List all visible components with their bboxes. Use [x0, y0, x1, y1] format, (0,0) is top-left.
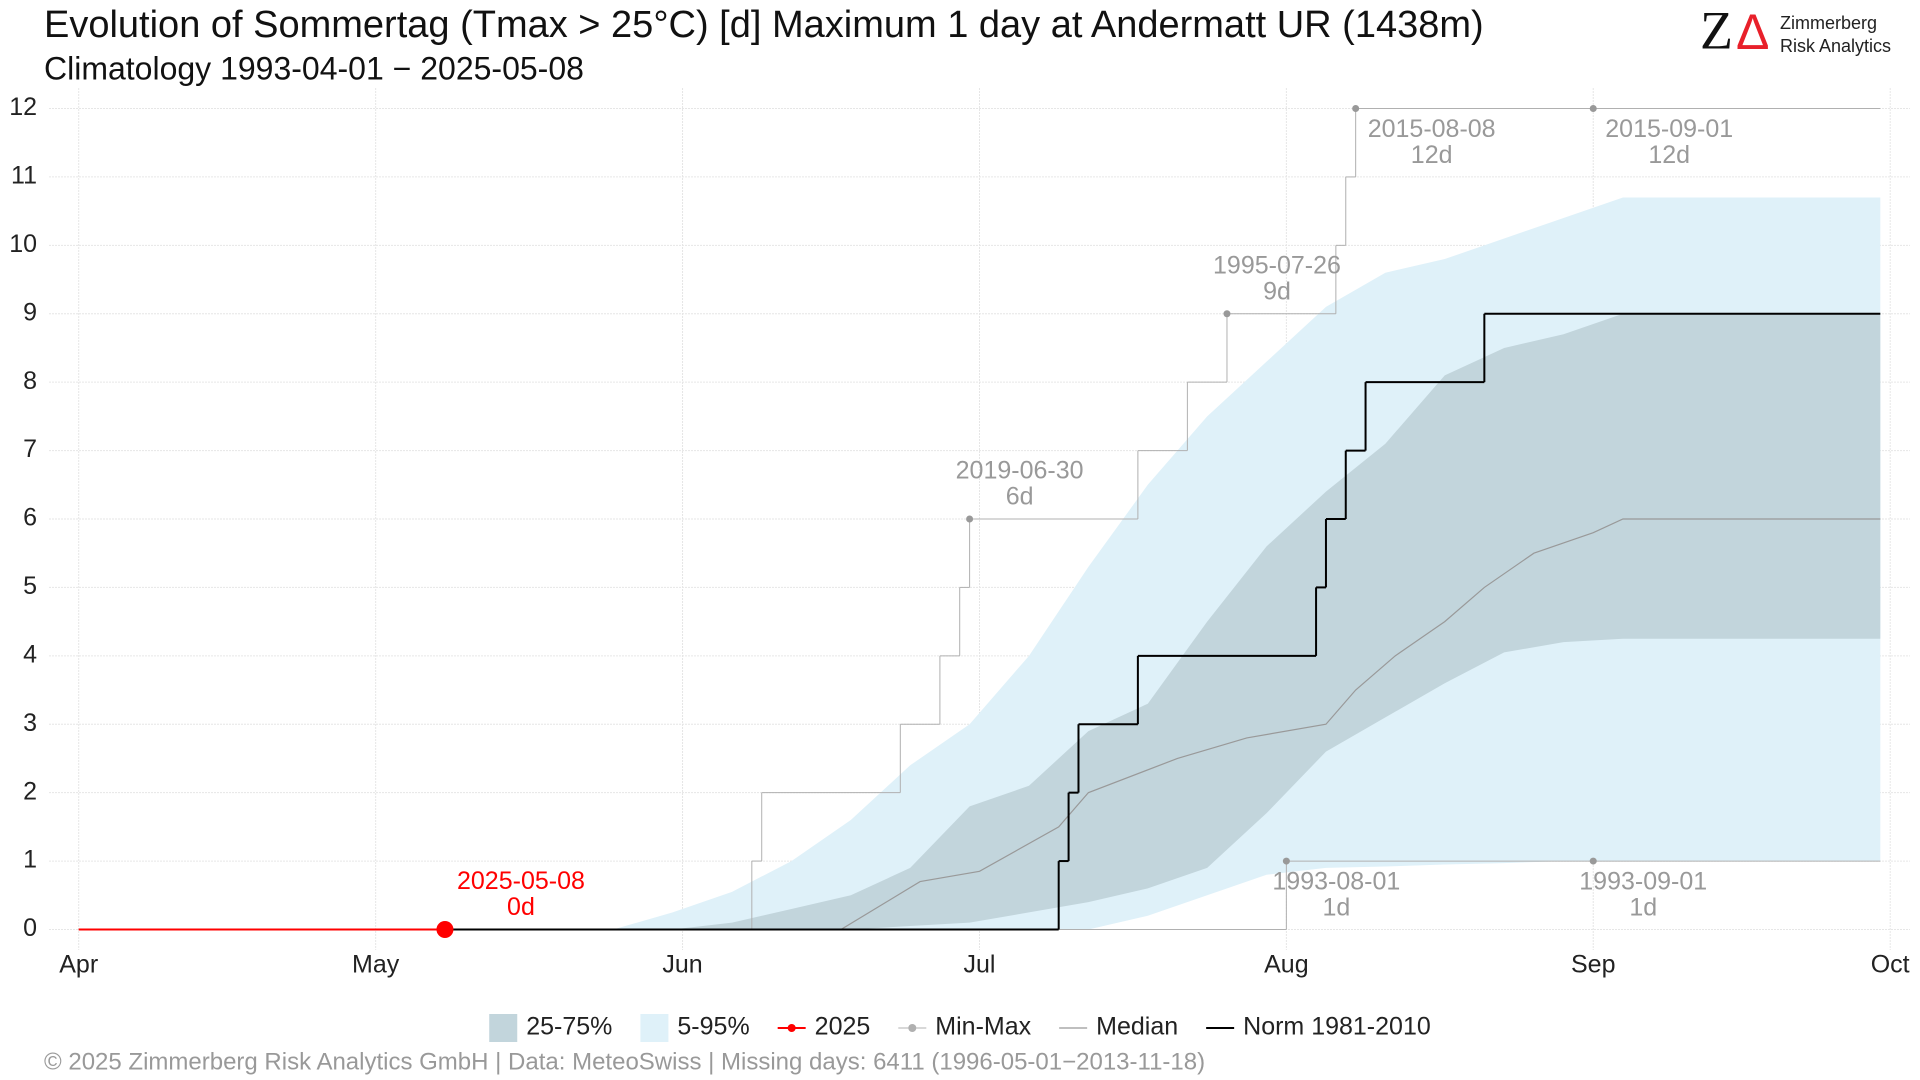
y-tick-label: 9: [23, 298, 37, 326]
annotation-date: 1993-08-01: [1272, 868, 1400, 896]
y-tick-label: 8: [23, 367, 37, 395]
legend-label: Median: [1096, 1013, 1178, 1041]
y-tick-label: 4: [23, 640, 37, 668]
annotation-date: 2025-05-08: [457, 867, 585, 895]
x-tick-label: Oct: [1871, 951, 1910, 979]
annotation-dot: [1589, 857, 1597, 865]
legend-label: Norm 1981-2010: [1243, 1013, 1431, 1041]
annotation-date: 2015-08-08: [1368, 115, 1496, 143]
logo-tagline: Risk Analytics: [1780, 36, 1891, 56]
logo-delta: Δ: [1736, 4, 1769, 60]
series-line: [78, 518, 1881, 931]
y-tick-label: 7: [23, 435, 37, 463]
y-tick-label: 1: [23, 846, 37, 874]
annotation-date: 1993-09-01: [1579, 868, 1707, 896]
y-tick-label: 3: [23, 709, 37, 737]
legend: 25-75% 5-95% 2025 Min-Max Median Norm 1981-20…: [489, 1013, 1431, 1042]
annotation-dot: [1352, 105, 1360, 113]
legend-marker: [908, 1024, 917, 1032]
caption: © 2025 Zimmerberg Risk Analytics GmbH | …: [44, 1048, 1205, 1075]
annotation-label: 1d: [1322, 894, 1350, 922]
annotation-date: 1995-07-26: [1213, 251, 1341, 279]
legend-label: 5-95%: [677, 1013, 749, 1041]
annotation-date: 2015-09-01: [1605, 115, 1733, 143]
annotation-date: 2019-06-30: [956, 457, 1084, 485]
legend-swatch: [489, 1014, 518, 1042]
annotation-dot: [1589, 105, 1597, 113]
x-tick-label: Jun: [662, 951, 702, 979]
logo-name: Zimmerberg: [1780, 13, 1877, 33]
band: [613, 313, 1881, 930]
legend-label: 2025: [815, 1013, 871, 1041]
y-tick-label: 0: [23, 914, 37, 942]
annotation-label: 1d: [1629, 894, 1657, 922]
annotation-dot: [1223, 310, 1231, 318]
plot-area: [49, 88, 1910, 950]
x-tick-label: Sep: [1571, 951, 1615, 979]
chart-subtitle: Climatology 1993-04-01 − 2025-05-08: [44, 50, 584, 86]
legend-swatch: [640, 1014, 669, 1042]
x-tick-label: May: [352, 951, 400, 979]
y-tick-label: 10: [9, 230, 37, 258]
y-tick-label: 12: [9, 93, 37, 121]
annotation-label: 6d: [1006, 483, 1034, 511]
legend-label: 25-75%: [526, 1013, 612, 1041]
annotation-dot: [966, 515, 974, 523]
x-tick-label: Aug: [1264, 951, 1308, 979]
chart-title: Evolution of Sommertag (Tmax > 25°C) [d]…: [44, 4, 1484, 46]
x-tick-label: Apr: [59, 951, 98, 979]
annotation-dot: [1282, 857, 1290, 865]
x-tick-label: Jul: [964, 951, 996, 979]
y-tick-label: 2: [23, 777, 37, 805]
y-tick-label: 5: [23, 572, 37, 600]
legend-label: Min-Max: [935, 1013, 1031, 1041]
annotation-label: 12d: [1648, 141, 1690, 169]
annotation-label: 9d: [1263, 277, 1291, 305]
annotation-label: 0d: [507, 893, 535, 921]
logo-z: Z: [1700, 0, 1733, 60]
legend-marker: [787, 1024, 796, 1032]
annotation-label: 12d: [1411, 141, 1453, 169]
y-tick-label: 11: [11, 162, 37, 190]
current-point: [436, 920, 454, 938]
y-tick-label: 6: [23, 504, 37, 532]
